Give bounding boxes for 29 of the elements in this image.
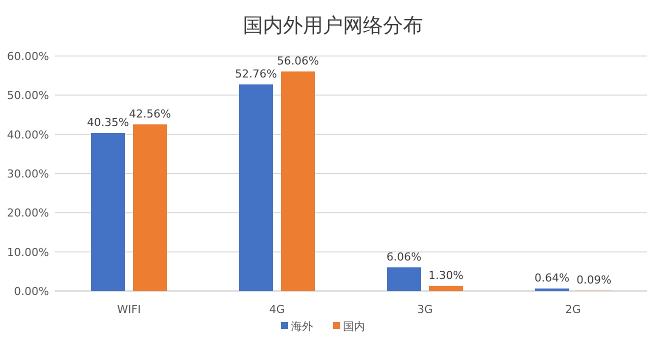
bar — [91, 132, 125, 291]
data-label: 0.09% — [576, 274, 612, 287]
y-tick-label: 20.00% — [7, 206, 49, 220]
x-tick-label: WIFI — [117, 303, 141, 316]
data-label: 42.56% — [129, 107, 171, 120]
bar — [429, 286, 463, 291]
y-tick-label: 10.00% — [7, 246, 49, 259]
y-tick-label: 0.00% — [14, 285, 49, 298]
bar — [133, 124, 167, 291]
y-tick-label: 40.00% — [7, 128, 49, 142]
data-label: 0.64% — [534, 271, 570, 284]
data-label: 52.76% — [235, 67, 277, 80]
y-tick-label: 60.00% — [7, 50, 49, 63]
bar — [387, 267, 421, 291]
x-tick-label: 4G — [269, 303, 285, 316]
y-tick-label: 50.00% — [7, 89, 49, 102]
data-label: 1.30% — [428, 268, 464, 282]
bar — [239, 84, 273, 291]
data-label: 6.06% — [386, 250, 422, 264]
data-label: 40.35% — [87, 116, 129, 129]
data-label: 56.06% — [277, 54, 319, 68]
y-tick-label: 30.00% — [7, 168, 49, 180]
x-tick-label: 2G — [565, 303, 581, 316]
bar — [535, 288, 569, 291]
bar — [281, 71, 315, 291]
x-tick-label: 3G — [417, 303, 433, 316]
legend-label: 国内 — [343, 320, 365, 333]
chart-title: 国内外用户网络分布 — [243, 13, 423, 37]
legend-label: 海外 — [291, 320, 313, 333]
